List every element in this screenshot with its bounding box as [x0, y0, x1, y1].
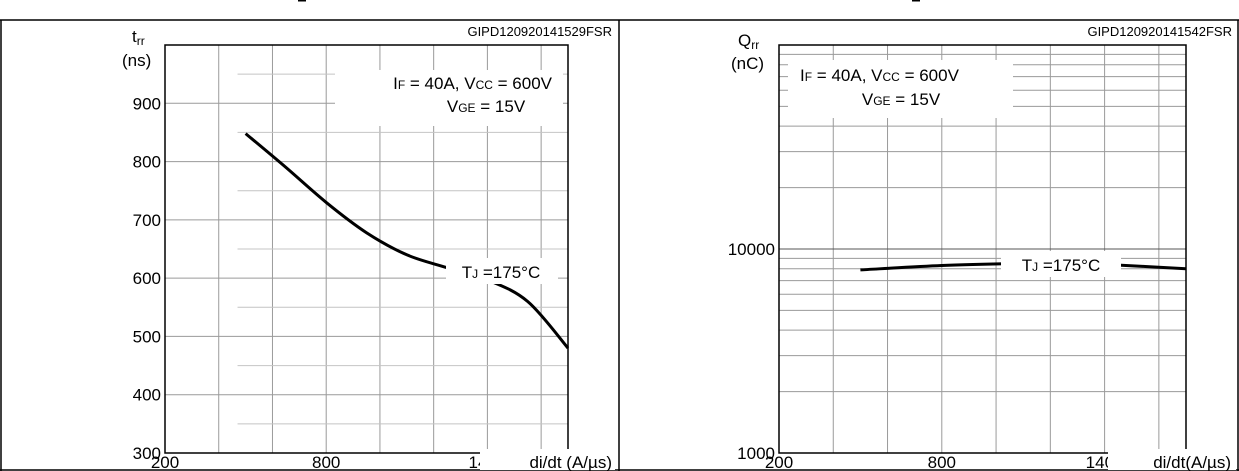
curve-label: TJ =175°C	[462, 263, 540, 282]
condition-mask	[335, 70, 563, 126]
x-label-mask	[480, 449, 615, 470]
condition-mask	[788, 60, 1013, 118]
curve-label-mask	[446, 258, 558, 284]
y-tick-label: 1000	[737, 444, 775, 463]
label-mask	[720, 26, 776, 74]
y-tick-label: 10000	[728, 240, 775, 259]
x-tick-label: 800	[312, 453, 340, 471]
x-tick-label: 800	[928, 453, 956, 471]
y-tick-labels: 1000 10000	[728, 240, 775, 463]
x-tick-label: 200	[765, 453, 793, 471]
chart-code: GIPD120920141529FSR	[467, 24, 612, 39]
series	[244, 132, 570, 350]
x-axis-label: di/dt (A/µs)	[529, 453, 612, 471]
x-label-mask	[1108, 449, 1236, 470]
y-tick-label: 500	[133, 327, 161, 346]
y-tick-labels: 300 400 500 600 700 800 900	[133, 94, 161, 463]
y-tick-label: 600	[133, 269, 161, 288]
condition-line-1: IF = 40A, VCC = 600V	[393, 74, 553, 93]
y-tick-label: 300	[133, 444, 161, 463]
y-axis-unit: (nC)	[731, 54, 764, 73]
x-tick-label: 200	[151, 453, 179, 471]
series-line	[244, 132, 570, 350]
condition-line-2: VGE = 15V	[447, 97, 526, 116]
curve-label: TJ =175°C	[1022, 256, 1100, 275]
y-axis-label: Qrr	[738, 31, 759, 52]
y-axis-unit: (ns)	[122, 51, 151, 70]
y-axis-label: trr	[132, 27, 145, 48]
plot-frame	[164, 44, 569, 454]
y-tick-label: 700	[133, 211, 161, 230]
label-mask	[128, 26, 162, 74]
y-tick-label: 900	[133, 94, 161, 113]
curve-label-mask	[1001, 251, 1121, 277]
x-axis-label: di/dt(A/µs)	[1153, 453, 1231, 471]
plot-frame	[778, 44, 1187, 454]
condition-line-1: IF = 40A, VCC = 600V	[800, 66, 960, 85]
y-tick-label: 800	[133, 153, 161, 172]
chart-code: GIPD120920141542FSR	[1087, 24, 1232, 39]
y-tick-label: 400	[133, 386, 161, 405]
condition-line-2: VGE = 15V	[862, 90, 941, 109]
